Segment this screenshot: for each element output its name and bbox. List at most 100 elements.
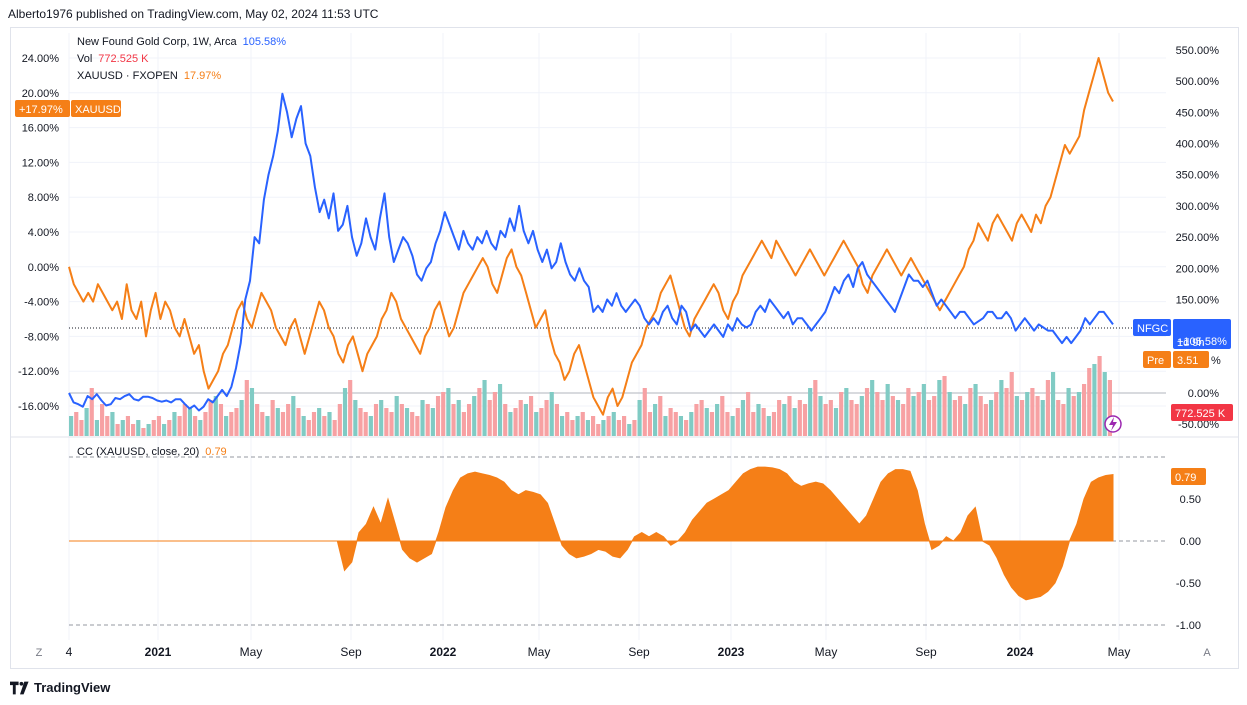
volume-bar [477,388,482,436]
brand: TradingView [10,680,110,695]
volume-bar [740,400,746,436]
xau-left-badge-value-bg [15,100,70,117]
publish-info: Alberto1976 published on TradingView.com… [8,7,379,21]
axis-labels: 24.00% 20.00% 16.00% 12.00% 8.00% 4.00% 0.00% -… [18,45,1219,659]
volume-bar [358,408,363,436]
x-tick-label: May [815,645,838,659]
volume-bar [74,412,79,436]
volume-bar [704,408,709,436]
legend-cc-value: 0.79 [205,446,227,458]
volume-bar [260,412,265,436]
cc-badge-bg [1171,468,1206,485]
volume-bar [203,412,208,436]
xauusd-line [68,57,1114,416]
volume-bar [84,408,89,436]
cc-area [69,466,1114,601]
volume-bar [131,424,136,436]
x-tick-label: May [240,645,263,659]
cc-tick-label: -0.50 [1176,578,1201,590]
volume-bar [379,400,384,436]
xau-left-badge-value: +17.97% [19,104,63,116]
volume-bar [663,416,668,436]
volume-bar [715,404,720,436]
volume-bar [1092,364,1097,436]
volume-bar [441,392,446,436]
volume-bar [492,392,497,436]
volume-bar [658,396,663,436]
volume-bar [332,420,337,436]
volume-bar [730,416,735,436]
volume-bar [544,400,549,436]
cc-tick-label: -1.00 [1176,620,1201,632]
volume-bar [689,412,694,436]
volume-bar [306,420,311,436]
volume-bar [637,400,642,436]
volume-bar [94,420,100,436]
volume-bar [528,396,534,436]
volume-bar [699,400,704,436]
volume-bar [885,384,890,436]
volume-bar [1071,396,1076,436]
series-lines [68,57,1114,416]
volume-bar [596,424,601,436]
volume-badge-bg [1171,404,1233,421]
x-tick-label: 2021 [145,645,172,659]
volume-bar [472,396,477,436]
legend-main-value: 105.58% [242,36,287,48]
volume-bar [1050,372,1056,436]
volume-bar [177,416,182,436]
volume-bar [394,396,399,436]
nfgc-badge-value-bg [1173,319,1231,349]
volume-bar [399,404,404,436]
volume-bar [777,400,782,436]
volume-bar [844,388,849,436]
x-tick-label: 2022 [430,645,457,659]
volume-bar [275,408,280,436]
volume-bar [167,420,172,436]
volume-bar [988,400,994,436]
auto-scale-button[interactable]: A [1203,647,1211,659]
nfgc-badge-label: NFGC [1137,323,1168,335]
left-tick-label: -16.00% [18,401,59,413]
volume-bar [947,392,952,436]
left-tick-label: 8.00% [28,192,59,204]
volume-bar [957,396,963,436]
lightning-icon-glyph [1109,417,1117,431]
volume-bar [787,396,792,436]
zoom-button[interactable]: Z [36,647,43,659]
volume-bar [818,396,823,436]
volume-bar [720,396,725,436]
volume-bar [601,420,606,436]
volume-bar [611,412,616,436]
volume-bar [286,404,291,436]
volume-bar [213,396,218,436]
chart-svg[interactable]: 24.00% 20.00% 16.00% 12.00% 8.00% 4.00% 0.00% -… [11,28,1238,668]
volume-bar [864,388,870,436]
brand-name: TradingView [34,680,111,695]
volume-bar [146,424,151,436]
volume-bar [668,408,673,436]
nfgc-badge-label-bg [1133,319,1171,336]
volume-bar [456,400,461,436]
volume-bar [565,412,570,436]
left-tick-label: 4.00% [28,227,59,239]
volume-bar [239,400,244,436]
volume-bar [1081,384,1087,436]
volume-bar [916,392,921,436]
volume-bar [368,416,373,436]
volume-bar [208,400,213,436]
x-tick-label: Sep [340,645,362,659]
volume-bar [182,404,187,436]
right-tick-label: 500.00% [1176,76,1220,88]
xau-left-badge-label-bg [71,100,121,117]
volume-bar [482,380,487,436]
xau-left-badge-label: XAUUSD [75,104,121,116]
volume-bar [570,420,575,436]
volume-bar [100,404,105,436]
volume-bar [694,404,699,436]
volume-bar [291,396,296,436]
volume-bar [854,404,859,436]
volume-bar [1009,372,1014,436]
volume-bar [384,408,389,436]
chart-frame[interactable]: 24.00% 20.00% 16.00% 12.00% 8.00% 4.00% 0.00% -… [10,27,1239,669]
